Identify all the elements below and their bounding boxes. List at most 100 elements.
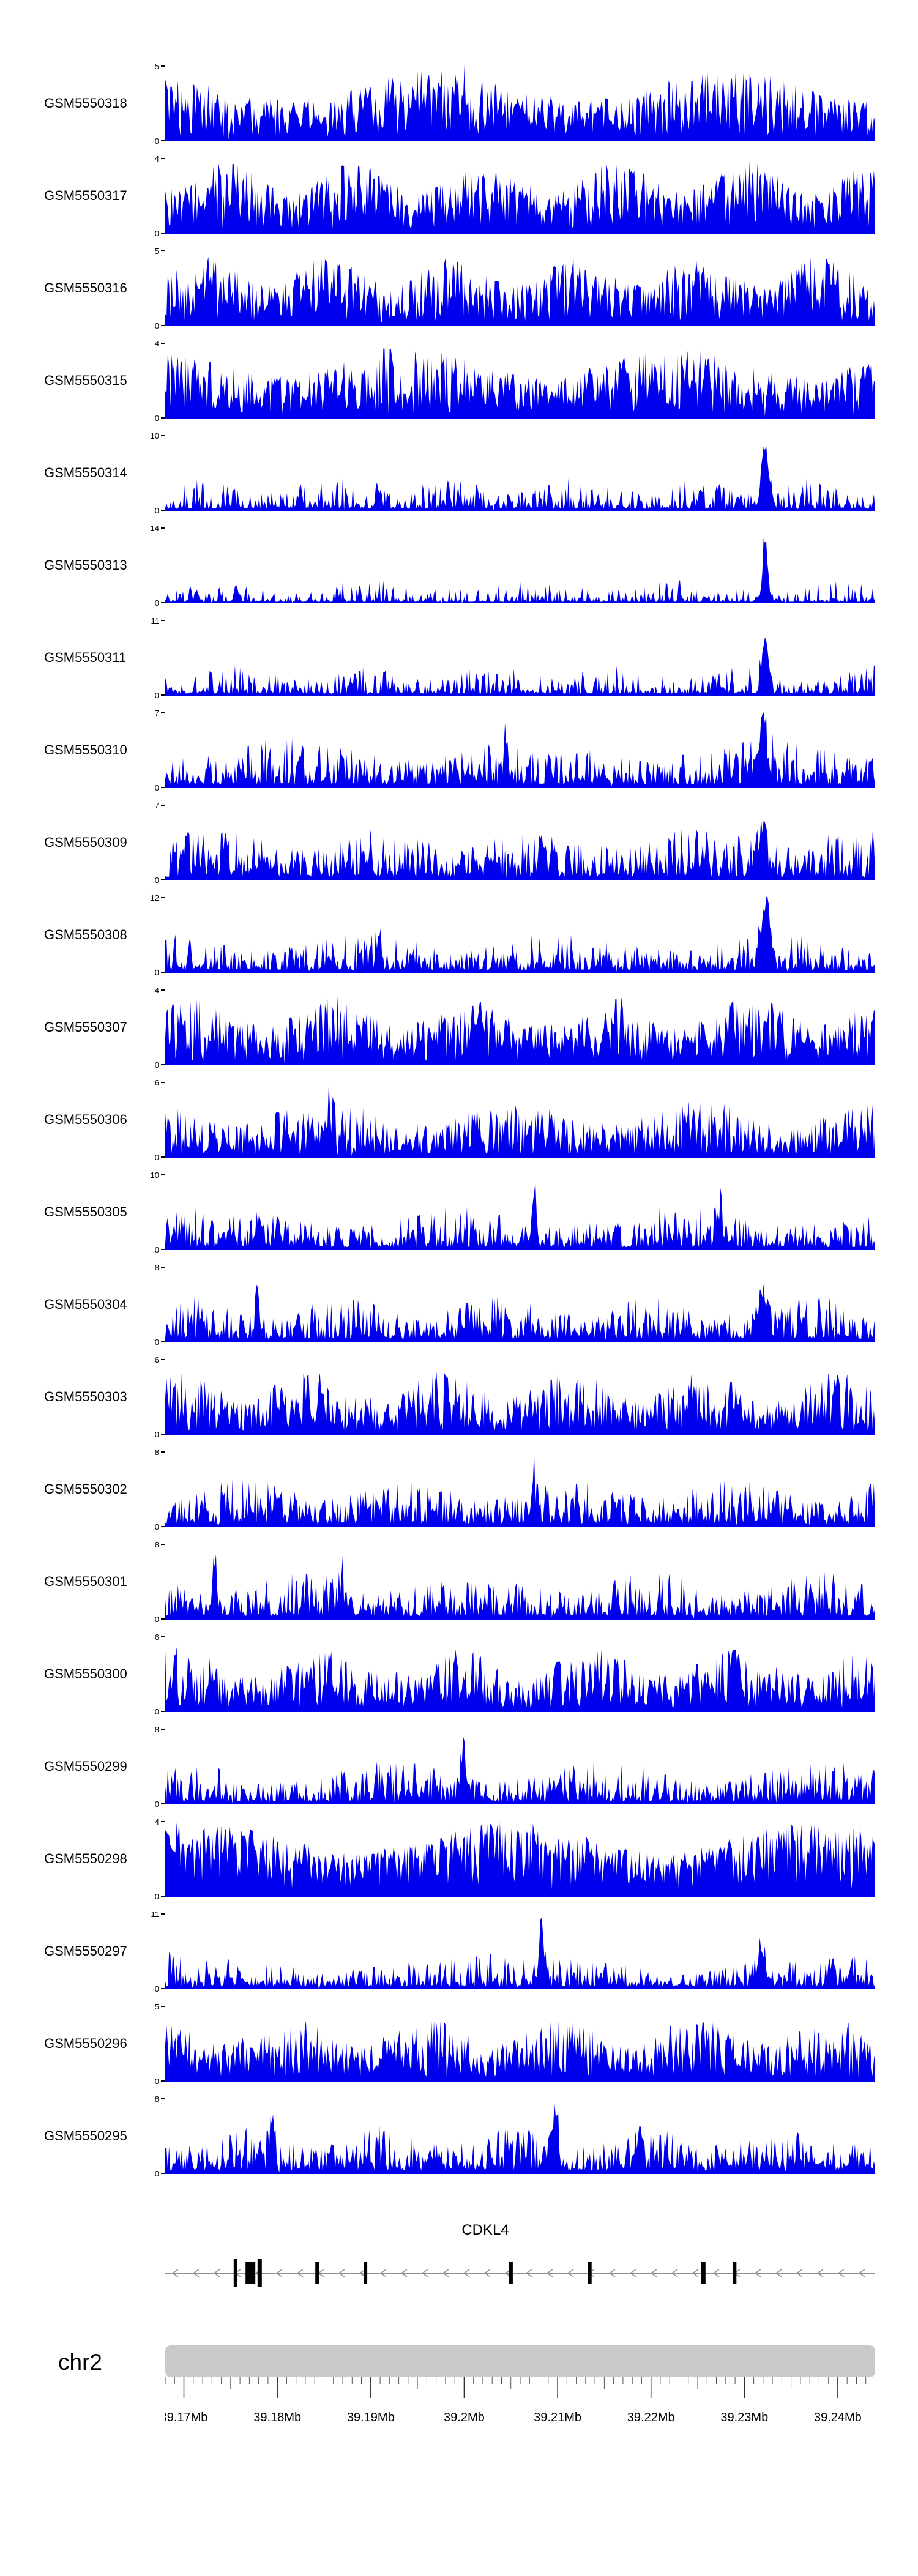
y-axis-max-value: 6 [154,1355,159,1364]
coverage-signal-plot [165,445,875,511]
gene-exon-box [588,2262,592,2284]
y-axis-max-value: 8 [154,2094,159,2104]
coverage-track-row: GSM5550308 12 0 [0,894,918,989]
coverage-track-row: GSM5550295 8 0 [0,2094,918,2191]
y-axis-top-tick [161,897,165,898]
axis-coordinate-label: 39.21Mb [534,2411,581,2424]
strand-direction-arrow-icon [858,2269,865,2277]
strand-direction-arrow-icon [442,2269,449,2277]
coverage-track-row: GSM5550318 5 0 [0,62,918,158]
coverage-track-row: GSM5550299 8 0 [0,1725,918,1821]
coverage-signal-plot [165,1554,875,1620]
y-axis-min-value: 0 [154,2169,159,2178]
coverage-signal-plot [165,638,875,696]
strand-direction-arrow-icon [483,2269,491,2277]
y-axis-top-tick [161,805,165,806]
y-axis-top-tick [161,435,165,436]
strand-direction-arrow-icon [671,2269,678,2277]
y-axis-top-tick [161,343,165,344]
y-axis-bottom-tick [161,1434,165,1435]
track-sample-label: GSM5550300 [44,1666,127,1681]
track-sample-label: GSM5550302 [44,1481,127,1497]
y-axis-min-value: 0 [154,1430,159,1439]
y-axis-max-value: 6 [154,1078,159,1087]
y-axis-min-value: 0 [154,968,159,977]
y-axis-top-tick [161,1082,165,1083]
y-axis-min-value: 0 [154,229,159,238]
track-sample-label: GSM5550305 [44,1204,127,1219]
strand-direction-arrow-icon [296,2269,304,2277]
track-sample-label: GSM5550318 [44,95,127,111]
gene-exon-box [245,2262,256,2284]
strand-direction-arrow-icon [692,2269,699,2277]
coverage-signal-plot [165,1736,875,1804]
track-sample-label: GSM5550303 [44,1389,127,1404]
y-axis-min-value: 0 [154,876,159,885]
y-axis-min-value: 0 [154,321,159,330]
y-axis-min-value: 0 [154,1984,159,1993]
gene-exon-box [733,2262,737,2284]
coverage-track-row: GSM5550315 4 0 [0,340,918,435]
chromosome-ideogram-bar [165,2345,875,2377]
y-axis-bottom-tick [161,972,165,973]
axis-coordinate-label: 39.23Mb [720,2411,768,2424]
y-axis-top-tick [161,1821,165,1822]
y-axis-min-value: 0 [154,1153,159,1162]
strand-direction-arrow-icon [650,2269,657,2277]
track-sample-label: GSM5550316 [44,280,127,296]
track-sample-label: GSM5550304 [44,1297,127,1312]
y-axis-bottom-tick [161,1896,165,1897]
track-sample-label: GSM5550297 [44,1943,127,1959]
y-axis-max-value: 8 [154,1540,159,1549]
y-axis-bottom-tick [161,233,165,234]
strand-direction-arrow-icon [775,2269,782,2277]
track-sample-label: GSM5550311 [44,650,127,665]
y-axis-max-value: 4 [154,986,159,995]
gene-exon-box [233,2259,237,2287]
y-axis-min-value: 0 [154,2077,159,2086]
coverage-track-row: GSM5550296 5 0 [0,2002,918,2098]
y-axis-bottom-tick [161,602,165,603]
y-axis-bottom-tick [161,417,165,419]
strand-direction-arrow-icon [837,2269,845,2277]
y-axis-top-tick [161,1451,165,1453]
strand-direction-arrow-icon [463,2269,470,2277]
strand-direction-arrow-icon [608,2269,616,2277]
track-sample-label: GSM5550301 [44,1574,127,1589]
coverage-track-row: GSM5550314 10 0 [0,432,918,527]
coverage-track-row: GSM5550317 4 0 [0,155,918,250]
y-axis-max-value: 10 [150,1171,159,1180]
y-axis-max-value: 5 [154,2002,159,2011]
strand-direction-arrow-icon [629,2269,636,2277]
strand-direction-arrow-icon [275,2269,283,2277]
coverage-track-row: GSM5550307 4 0 [0,986,918,1082]
track-sample-label: GSM5550309 [44,835,127,850]
y-axis-top-tick [161,2006,165,2007]
coverage-signal-plot [165,1822,875,1897]
y-axis-bottom-tick [161,1064,165,1065]
coverage-signal-plot [165,65,875,141]
y-axis-max-value: 7 [154,709,159,718]
y-axis-bottom-tick [161,694,165,696]
y-axis-top-tick [161,989,165,991]
y-axis-bottom-tick [161,1618,165,1620]
track-sample-label: GSM5550313 [44,557,127,573]
coverage-track-row: GSM5550304 8 0 [0,1264,918,1359]
y-axis-top-tick [161,65,165,67]
y-axis-top-tick [161,1174,165,1175]
y-axis-bottom-tick [161,1988,165,1989]
coverage-signal-plot [165,2102,875,2174]
y-axis-bottom-tick [161,2173,165,2174]
y-axis-max-value: 14 [150,524,159,533]
coverage-signal-plot [165,1451,875,1527]
y-axis-top-tick [161,527,165,529]
coverage-signal-plot [165,348,875,419]
coverage-signal-plot [165,256,875,326]
coverage-track-row: GSM5550313 14 0 [0,524,918,620]
y-axis-top-tick [161,1729,165,1730]
y-axis-top-tick [161,712,165,713]
coverage-signal-plot [165,996,875,1065]
y-axis-min-value: 0 [154,136,159,146]
coverage-signal-plot [165,1372,875,1435]
track-sample-label: GSM5550314 [44,465,127,480]
